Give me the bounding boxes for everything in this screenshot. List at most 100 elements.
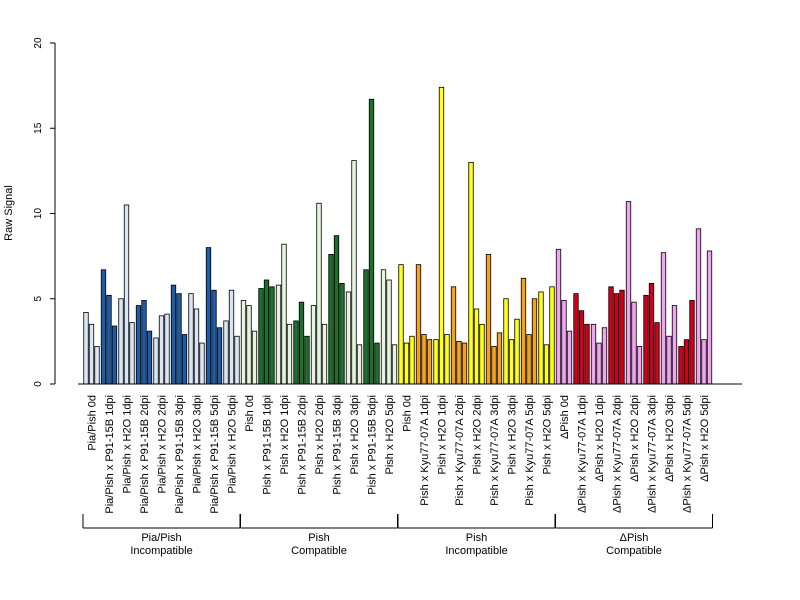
bar — [345, 291, 352, 385]
x-category-label: Pia/Pish x P91-15B 1dpi — [104, 395, 116, 514]
bar — [631, 301, 637, 385]
bar — [508, 339, 515, 385]
bar — [293, 320, 299, 385]
bar — [188, 293, 194, 385]
bar — [363, 269, 369, 385]
x-category-label: ΔPish x H2O 5dpi — [699, 395, 711, 482]
y-tick-label: 0 — [33, 381, 44, 387]
bar — [421, 334, 427, 385]
x-category-label: Pish x H2O 2dpi — [314, 395, 326, 474]
x-category-label: Pish x Kyu77-07A 2dpi — [454, 395, 466, 506]
bar — [83, 311, 89, 385]
x-category-label: Pish x P91-15B 3dpi — [332, 395, 344, 495]
bar — [643, 294, 649, 385]
x-category-label: ΔPish x Kyu77-07A 5dpi — [682, 395, 694, 513]
bar — [100, 269, 107, 385]
x-category-label: ΔPish x Kyu77-07A 2dpi — [612, 395, 624, 513]
bar — [258, 288, 264, 385]
bar — [380, 269, 387, 385]
bar — [328, 254, 334, 385]
x-category-label: Pish x P91-15B 2dpi — [297, 395, 309, 495]
bar — [310, 305, 317, 385]
bar — [141, 300, 147, 385]
bar — [339, 282, 345, 385]
x-category-label: Pia/Pish x P91-15B 3dpi — [174, 395, 186, 514]
x-category-label: ΔPish x H2O 3dpi — [664, 395, 676, 482]
bar — [450, 286, 457, 385]
bar — [561, 300, 567, 385]
bar — [706, 250, 713, 385]
bar — [584, 323, 590, 385]
x-category-label: Pia/Pish x H2O 2dpi — [157, 395, 169, 493]
bar — [286, 323, 293, 385]
bar — [654, 322, 660, 385]
bar — [613, 293, 620, 385]
bar — [228, 289, 235, 385]
bar — [298, 301, 305, 385]
group-label-type: Incompatible — [445, 545, 507, 557]
group-label-name: Pish — [466, 532, 487, 544]
bar — [170, 284, 177, 385]
bar — [106, 294, 112, 385]
x-category-label: ΔPish 0d — [559, 395, 571, 439]
bar — [456, 340, 462, 385]
bar — [211, 289, 217, 385]
bar — [374, 342, 380, 385]
x-category-label: ΔPish x Kyu77-07A 3dpi — [647, 395, 659, 513]
bar — [503, 298, 509, 385]
x-category-label: ΔPish x Kyu77-07A 1dpi — [577, 395, 589, 513]
bar — [601, 327, 608, 385]
bar — [333, 235, 340, 385]
bar — [409, 335, 415, 385]
bar — [304, 335, 310, 385]
x-category-label: Pish x H2O 5dpi — [384, 395, 396, 474]
bar — [240, 300, 247, 385]
bar — [176, 293, 182, 385]
x-category-label: Pish x H2O 1dpi — [279, 395, 291, 474]
x-category-label: Pish 0d — [244, 395, 256, 432]
bar — [596, 342, 602, 385]
bar — [316, 202, 322, 385]
group-label-name: Pish — [308, 532, 329, 544]
bar — [426, 339, 433, 385]
x-category-label: ΔPish x H2O 2dpi — [629, 395, 641, 482]
x-category-label: Pish x H2O 3dpi — [349, 395, 361, 474]
bar — [543, 344, 550, 385]
bar — [496, 332, 503, 385]
y-axis: 0 5 10 15 20 — [33, 37, 56, 387]
x-category-label: Pish x H2O 3dpi — [507, 395, 519, 474]
y-tick-label: 15 — [33, 122, 44, 134]
bar — [391, 344, 398, 385]
bars-layer — [83, 86, 713, 385]
y-tick-label: 5 — [33, 296, 44, 302]
bar — [695, 228, 702, 385]
x-category-label: Pish x H2O 2dpi — [472, 395, 484, 474]
bar — [321, 323, 328, 385]
y-tick-label: 10 — [33, 208, 44, 220]
x-category-label: Pia/Pish x H2O 3dpi — [192, 395, 204, 493]
group-label-name: ΔPish — [620, 532, 649, 544]
bar — [356, 344, 363, 385]
bar — [683, 339, 690, 385]
bar — [608, 286, 614, 385]
bar — [671, 305, 678, 385]
bar — [88, 323, 95, 385]
bar — [678, 346, 684, 385]
bar — [648, 282, 655, 385]
bar — [625, 201, 632, 385]
bar — [205, 247, 212, 385]
bar — [619, 289, 625, 385]
bar — [538, 291, 544, 385]
bar — [269, 286, 275, 385]
bar — [181, 334, 188, 385]
bar — [689, 300, 695, 385]
bar — [368, 98, 375, 385]
bar — [281, 243, 287, 385]
bar — [520, 277, 527, 385]
group-brackets: Pia/PishIncompatiblePishCompatiblePishIn… — [82, 514, 713, 557]
bar — [111, 325, 118, 385]
bar — [223, 320, 229, 385]
bar — [549, 286, 555, 385]
bar — [415, 264, 422, 385]
